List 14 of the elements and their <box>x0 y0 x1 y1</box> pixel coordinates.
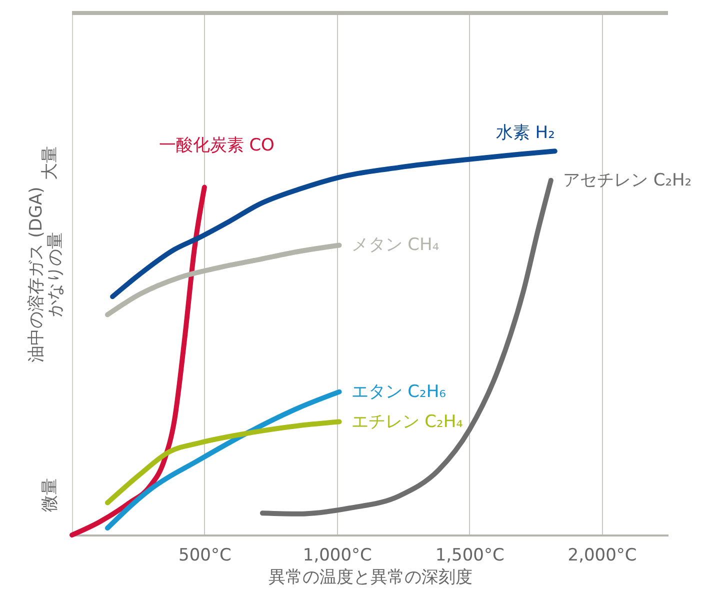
series-label: エチレン C₂H₄ <box>351 412 464 432</box>
y-axis-title: 油中の溶存ガス (DGA) かなりの量 <box>26 186 66 362</box>
series-label: アセチレン C₂H₂ <box>562 170 692 190</box>
x-axis-title: 異常の温度と異常の深刻度 <box>268 568 472 588</box>
text: 一酸化炭素 CO <box>158 135 274 156</box>
x-tick-label: 1,500°C <box>435 546 504 566</box>
x-tick-label: 2,000°C <box>568 546 637 566</box>
x-tick-label: 500°C <box>178 546 232 566</box>
text: 大量 <box>40 146 60 180</box>
text: 微量 <box>40 478 60 512</box>
series-label: メタン CH₄ <box>351 235 440 256</box>
x-tick-label: 1,000°C <box>302 546 372 566</box>
series-label: 水素 H₂ <box>496 123 555 144</box>
series-label: エタン C₂H₆ <box>351 382 446 402</box>
